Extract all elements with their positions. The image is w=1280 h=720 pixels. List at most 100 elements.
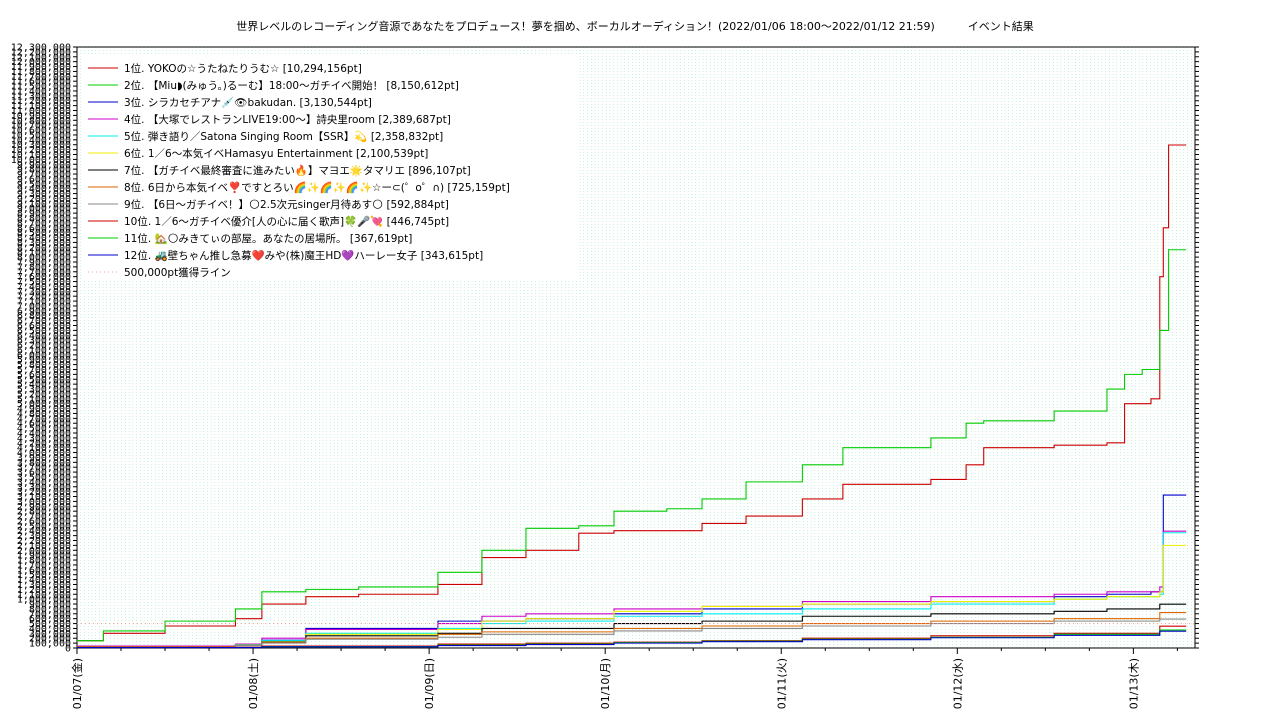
y-tick-label: 10,000,000 xyxy=(11,155,71,166)
y-tick-label: 2,300,000 xyxy=(17,531,71,542)
y-tick-label: 10,400,000 xyxy=(11,135,71,146)
legend: 1位. YOKOの☆うたねたりうむ☆ [10,294,156pt] 2位. 【Mi… xyxy=(84,56,578,281)
y-tick-label: 4,700,000 xyxy=(17,414,71,425)
y-tick-label: 1,300,000 xyxy=(17,580,71,591)
y-tick-label: 1,000,000 xyxy=(17,595,71,606)
y-tick-label: 7,900,000 xyxy=(17,257,71,268)
y-tick-label: 4,500,000 xyxy=(17,424,71,435)
grid xyxy=(76,47,1196,648)
y-tick-label: 8,500,000 xyxy=(17,228,71,239)
legend-label: 8位. 6日から本気イベ❣️ですとろい🌈✨🌈✨🌈✨☆ー⊂(゜o゜∩) [725,… xyxy=(124,181,510,194)
legend-label: 11位. 🏡🌕みきてぃの部屋。あなたの居場所。 [367,619pt] xyxy=(124,232,412,245)
y-tick-label: 4,900,000 xyxy=(17,404,71,415)
y-tick-label: 1,800,000 xyxy=(17,556,71,567)
y-tick-label: 7,400,000 xyxy=(17,282,71,293)
y-tick-label: 7,100,000 xyxy=(17,297,71,308)
legend-label: 7位. 【ガチイベ最終審査に進みたい🔥】マヨエ🌟タマリエ [896,107pt] xyxy=(124,164,471,177)
y-tick-label: 4,400,000 xyxy=(17,429,71,440)
y-tick-label: 11,900,000 xyxy=(11,62,71,73)
y-tick-label: 3,800,000 xyxy=(17,458,71,469)
y-tick-label: 12,300,000 xyxy=(11,43,71,54)
y-tick-label: 7,800,000 xyxy=(17,262,71,273)
y-tick-label: 9,300,000 xyxy=(17,189,71,200)
y-tick-label: 1,900,000 xyxy=(17,551,71,562)
legend-label: 12位. 🚜壁ちゃん推し急募❤️みや(株)魔王HD💜ハーレー女子 [343,61… xyxy=(124,249,483,262)
y-tick-label: 3,500,000 xyxy=(17,472,71,483)
y-tick-label: 500,000 xyxy=(29,619,71,630)
y-tick-label: 9,100,000 xyxy=(17,199,71,210)
y-tick-label: 12,200,000 xyxy=(11,47,71,58)
y-tick-label: 6,500,000 xyxy=(17,326,71,337)
y-tick-label: 2,900,000 xyxy=(17,502,71,513)
y-tick-label: 11,400,000 xyxy=(11,86,71,97)
legend-label: 9位. 【6日〜ガチイベ！】🌕2.5次元singer月待あす🌕 [592,884… xyxy=(124,198,449,211)
y-tick-label: 6,000,000 xyxy=(17,350,71,361)
series-line-12 xyxy=(77,630,1187,649)
series-line-4 xyxy=(77,530,1187,647)
y-tick-label: 7,600,000 xyxy=(17,272,71,283)
y-tick-label: 5,200,000 xyxy=(17,389,71,400)
y-tick-label: 10,100,000 xyxy=(11,150,71,161)
y-tick-label: 11,300,000 xyxy=(11,91,71,102)
y-tick-label: 10,500,000 xyxy=(11,130,71,141)
y-tick-label: 6,600,000 xyxy=(17,321,71,332)
y-tick-label: 3,100,000 xyxy=(17,492,71,503)
y-tick-label: 5,300,000 xyxy=(17,385,71,396)
y-tick-label: 3,000,000 xyxy=(17,497,71,508)
y-tick-label: 12,000,000 xyxy=(11,57,71,68)
legend-label: 5位. 弾き語り／Satona Singing Room【SSR】💫 [2,35… xyxy=(124,130,443,143)
y-tick-label: 4,100,000 xyxy=(17,443,71,454)
y-tick-label: 1,400,000 xyxy=(17,575,71,586)
y-tick-label: 7,200,000 xyxy=(17,292,71,303)
series-lines xyxy=(77,144,1195,649)
y-tick-label: 2,200,000 xyxy=(17,536,71,547)
y-tick-label: 5,100,000 xyxy=(17,394,71,405)
x-tick-label: 01/09(日) xyxy=(423,658,436,709)
y-tick-label: 8,700,000 xyxy=(17,218,71,229)
y-tick-label: 10,900,000 xyxy=(11,111,71,122)
legend-label: 10位. 1／6〜ガチイベ優介[人の心に届く歌声]🍀🎤💘 [446,745pt] xyxy=(124,215,449,228)
legend-box xyxy=(84,56,578,281)
x-tick-label: 01/12(水) xyxy=(951,658,964,709)
y-tick-label: 4,000,000 xyxy=(17,448,71,459)
y-tick-label: 11,500,000 xyxy=(11,82,71,93)
series-line-7 xyxy=(77,603,1187,648)
y-tick-label: 11,200,000 xyxy=(11,96,71,107)
y-tick-label: 6,700,000 xyxy=(17,316,71,327)
y-tick-label: 9,200,000 xyxy=(17,194,71,205)
y-tick-label: 12,100,000 xyxy=(11,52,71,63)
y-tick-label: 1,500,000 xyxy=(17,570,71,581)
y-tick-label: 100,000 xyxy=(29,639,71,650)
y-tick-label: 2,400,000 xyxy=(17,526,71,537)
y-tick-label: 1,600,000 xyxy=(17,565,71,576)
y-tick-label: 11,000,000 xyxy=(11,106,71,117)
y-tick-label: 4,200,000 xyxy=(17,438,71,449)
y-tick-label: 2,100,000 xyxy=(17,541,71,552)
y-tick-label: 8,100,000 xyxy=(17,248,71,259)
chart-title: 世界レベルのレコーディング音源であなたをプロデュース！夢を掴め、ボーカルオーディ… xyxy=(236,20,1034,33)
legend-label: 4位. 【大塚でレストランLIVE19:00〜】詩央里room [2,389,6… xyxy=(124,113,451,126)
y-tick-label: 5,500,000 xyxy=(17,375,71,386)
y-tick-label: 7,500,000 xyxy=(17,277,71,288)
y-tick-label: 10,300,000 xyxy=(11,140,71,151)
y-tick-label: 9,000,000 xyxy=(17,204,71,215)
legend-label: 2位. 【Miu◗(みゅう。)るーむ】18:00〜ガチイベ開始！ [8,150,… xyxy=(124,79,459,92)
y-tick-label: 4,800,000 xyxy=(17,409,71,420)
y-tick-label: 9,500,000 xyxy=(17,179,71,190)
y-tick-label: 8,900,000 xyxy=(17,209,71,220)
y-tick-label: 9,600,000 xyxy=(17,174,71,185)
y-tick-label: 6,200,000 xyxy=(17,341,71,352)
y-tick-label: 10,800,000 xyxy=(11,116,71,127)
y-tick-label: 7,700,000 xyxy=(17,267,71,278)
y-tick-label: 8,000,000 xyxy=(17,253,71,264)
y-tick-label: 5,800,000 xyxy=(17,360,71,371)
y-tick-label: 6,300,000 xyxy=(17,336,71,347)
y-tick-label: 3,900,000 xyxy=(17,453,71,464)
y-tick-label: 2,000,000 xyxy=(17,546,71,557)
y-tick-label: 200,000 xyxy=(29,634,71,645)
y-tick-label: 8,200,000 xyxy=(17,243,71,254)
x-tick-label: 01/07(金) xyxy=(70,658,84,709)
y-tick-label: 5,900,000 xyxy=(17,355,71,366)
y-tick-label: 9,700,000 xyxy=(17,170,71,181)
